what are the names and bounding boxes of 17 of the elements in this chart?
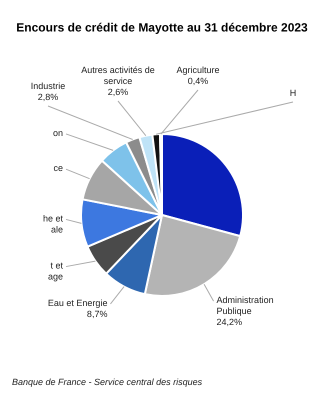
- chart-title: Encours de crédit de Mayotte au 31 décembre 2023: [16, 20, 308, 34]
- slice-label: Industrie: [30, 80, 66, 91]
- slice-label: Eau et Energie: [48, 298, 108, 308]
- slice-label: ce: [53, 163, 63, 174]
- slice-label: Agriculture: [176, 64, 220, 75]
- text: Banque de France - Service central des risques: [12, 377, 203, 387]
- data-label: 2,6%: [108, 86, 128, 97]
- slice-label: on: [52, 128, 63, 138]
- slice-label: Autres activités de service: [81, 64, 155, 86]
- data-label: 8,7%: [86, 308, 108, 319]
- data-label: 24,2%: [216, 317, 242, 328]
- slice-label: Administration Publique: [216, 295, 274, 316]
- slice-label: t et age: [48, 260, 64, 282]
- slice-label: H: [290, 88, 296, 98]
- data-label: 0,4%: [188, 76, 208, 86]
- slice-label: he et ale: [42, 213, 64, 234]
- data-label: 2,8%: [38, 92, 58, 102]
